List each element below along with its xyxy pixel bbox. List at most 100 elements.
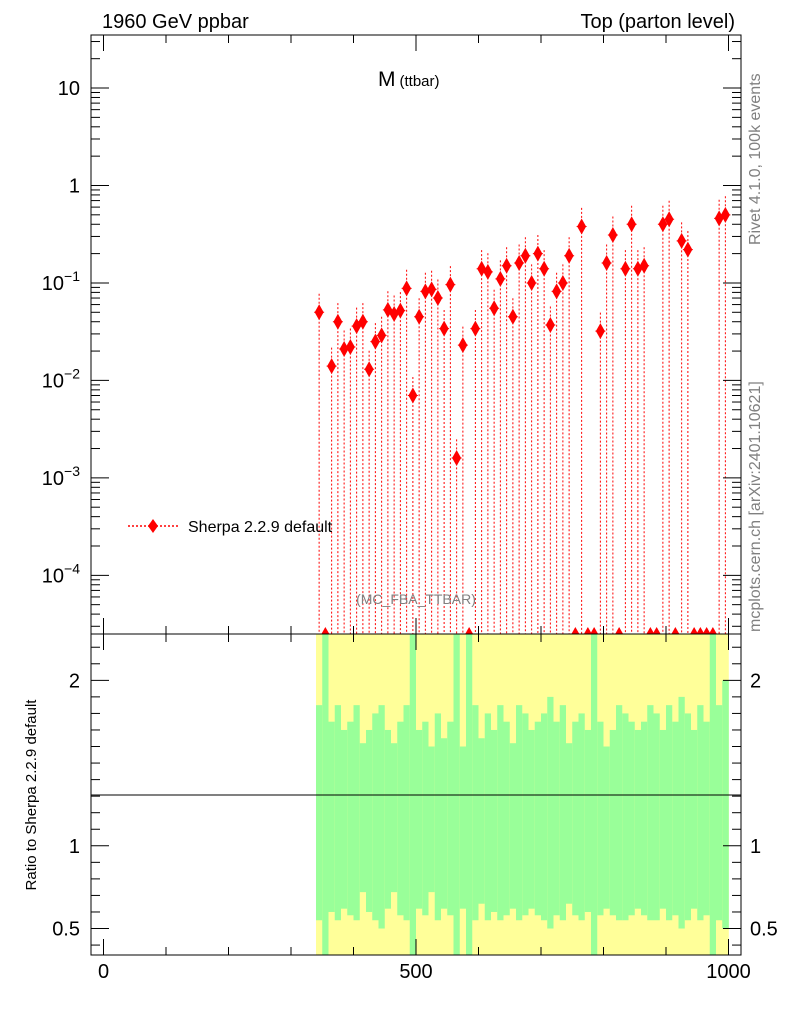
data-point-underflow-marker — [690, 627, 699, 634]
data-point — [533, 245, 543, 262]
lower-tick-labels: 0.5 0.5 1 1 2 2 0 500 1000 — [52, 670, 778, 983]
legend: Sherpa 2.2.9 default — [128, 519, 333, 536]
data-point — [558, 274, 568, 291]
data-point-underflow-marker — [671, 627, 680, 634]
data-point — [414, 308, 424, 325]
x-tick-label: 500 — [399, 961, 432, 983]
data-point — [489, 300, 499, 317]
data-point — [677, 232, 687, 249]
ratio-band-green — [622, 713, 629, 921]
ratio-band-green — [666, 705, 673, 921]
ratio-band-green — [334, 705, 342, 921]
ratio-y-tick-label: 0.5 — [52, 919, 80, 941]
ratio-band-green — [359, 743, 367, 893]
ratio-band-green — [472, 705, 479, 921]
ratio-band-green — [553, 721, 561, 916]
ratio-band-green — [672, 721, 679, 916]
data-point — [595, 323, 605, 340]
data-point — [514, 255, 524, 272]
ratio-band-green — [497, 705, 504, 921]
ratio-band-green — [428, 746, 436, 893]
data-point — [402, 280, 412, 297]
ratio-band-green — [516, 705, 523, 921]
ratio-band-green — [559, 705, 567, 921]
ratio-y-tick-label: 1 — [69, 836, 80, 858]
data-point-underflow-marker — [571, 627, 580, 634]
ratio-band-green — [434, 713, 442, 921]
ratio-band-green — [441, 738, 448, 909]
y-tick-label: 10−3 — [42, 463, 80, 490]
data-point — [470, 320, 480, 337]
data-point — [408, 387, 418, 404]
y-tick-label: 10−2 — [42, 365, 80, 392]
data-point — [333, 313, 343, 330]
analysis-tag: (MC_FBA_TTBAR) — [356, 591, 476, 607]
ratio-y-tick-label-right: 1 — [750, 836, 761, 858]
data-point-underflow-marker — [708, 627, 717, 634]
data-point — [439, 320, 449, 337]
mcplots-source-label: mcplots.cern.ch [arXiv:2401.10621] — [747, 381, 764, 632]
ratio-band-green — [641, 721, 648, 916]
ratio-band-green — [447, 721, 454, 916]
ratio-band-green — [616, 705, 623, 921]
ratio-band-green — [378, 705, 386, 929]
data-point — [364, 361, 374, 378]
upper-frame — [90, 34, 742, 635]
ratio-band-green — [509, 743, 517, 909]
rivet-version-label: Rivet 4.1.0, 100k events — [747, 73, 764, 245]
data-point — [314, 304, 324, 321]
upper-panel: 10 1 10−1 10−2 10−3 10−4 M (ttbar) (MC_FBA_TTB… — [42, 34, 742, 635]
ratio-band-green — [603, 746, 611, 909]
ratio-band-green — [384, 729, 392, 909]
data-point — [545, 317, 555, 334]
data-point — [483, 263, 493, 280]
ratio-band-green — [691, 729, 698, 909]
data-point-underflow-marker — [615, 627, 624, 634]
ratio-band-green — [397, 721, 404, 916]
data-point — [358, 313, 368, 330]
ratio-band-green — [316, 705, 323, 921]
ratio-ylabel: Ratio to Sherpa 2.2.9 default — [23, 699, 40, 891]
y-tick-label: 10 — [58, 78, 80, 100]
ratio-band-green — [684, 713, 692, 921]
data-point — [608, 227, 618, 244]
data-point — [577, 218, 587, 235]
data-point — [627, 216, 637, 233]
data-point — [720, 206, 730, 223]
legend-marker — [148, 519, 158, 533]
ratio-band-green — [372, 713, 379, 921]
plot-title-main: M — [378, 68, 396, 91]
header-left: 1960 GeV ppbar — [102, 11, 249, 33]
data-point — [683, 241, 693, 258]
ratio-band-green — [572, 721, 579, 916]
data-point — [433, 290, 443, 307]
data-point — [345, 339, 355, 356]
ratio-band-green — [522, 713, 529, 916]
ratio-band-green — [609, 729, 617, 916]
ratio-band-green — [491, 729, 498, 912]
ratio-band-green — [659, 729, 667, 909]
x-tick-label: 1000 — [706, 961, 751, 983]
ratio-band-green — [528, 729, 536, 909]
data-point — [602, 255, 612, 272]
y-tick-label: 1 — [69, 175, 80, 197]
data-point — [458, 337, 468, 354]
data-point-underflow-marker — [702, 627, 711, 634]
ratio-band-green — [503, 721, 511, 916]
ratio-band-green — [416, 729, 423, 909]
data-point-underflow-marker — [465, 627, 474, 634]
ratio-y-tick-label-right: 2 — [750, 670, 761, 692]
ratio-band-green — [422, 721, 429, 916]
ratio-band-green — [566, 743, 573, 904]
y-tick-label: 10−4 — [42, 560, 80, 587]
data-point — [658, 216, 668, 233]
legend-label: Sherpa 2.2.9 default — [188, 519, 333, 536]
ratio-band-green — [347, 721, 354, 916]
data-point — [452, 449, 462, 466]
plot-title-sub: (ttbar) — [400, 73, 440, 90]
data-point — [539, 260, 549, 277]
ratio-y-tick-label: 2 — [69, 670, 80, 692]
ratio-band-green — [547, 696, 554, 929]
ratio-band-green — [647, 705, 654, 921]
